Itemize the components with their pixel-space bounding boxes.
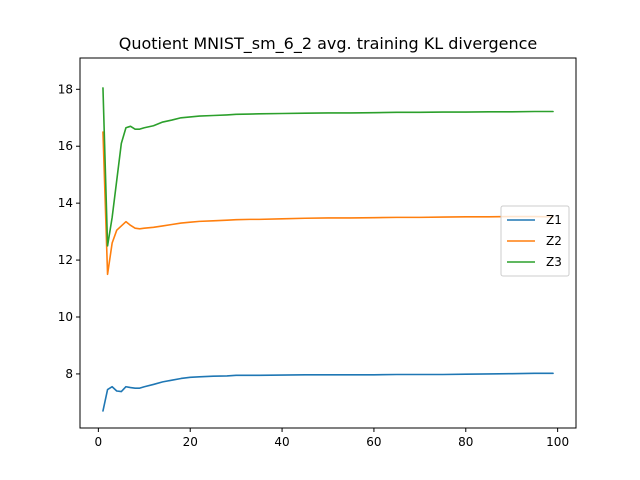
legend-label-z2: Z2 xyxy=(546,234,562,248)
y-tick-label: 18 xyxy=(58,82,73,96)
x-tick-label: 80 xyxy=(458,435,473,449)
x-tick-label: 100 xyxy=(546,435,569,449)
series-line-z3 xyxy=(102,87,554,247)
legend-label-z1: Z1 xyxy=(546,213,562,227)
y-tick-label: 14 xyxy=(58,196,73,210)
y-axis-ticks: 8 10 12 14 16 18 xyxy=(58,82,80,381)
x-tick-label: 20 xyxy=(183,435,198,449)
y-tick-label: 12 xyxy=(58,253,73,267)
x-axis-ticks: 0 20 40 60 80 100 xyxy=(95,428,569,449)
axes-frame xyxy=(79,57,577,429)
y-tick-label: 8 xyxy=(65,367,73,381)
series-line-z2 xyxy=(102,131,554,276)
series-lines xyxy=(102,87,554,412)
x-tick-label: 60 xyxy=(366,435,381,449)
axes xyxy=(79,57,577,429)
plot-area xyxy=(80,58,576,428)
legend-label-z3: Z3 xyxy=(546,255,562,269)
legend: Z1 Z2 Z3 xyxy=(500,205,570,277)
series-line-z1 xyxy=(102,372,554,412)
y-tick-label: 16 xyxy=(58,139,73,153)
y-tick-label: 10 xyxy=(58,310,73,324)
x-tick-label: 0 xyxy=(95,435,103,449)
chart-title: Quotient MNIST_sm_6_2 avg. training KL d… xyxy=(119,34,538,54)
x-tick-label: 40 xyxy=(274,435,289,449)
